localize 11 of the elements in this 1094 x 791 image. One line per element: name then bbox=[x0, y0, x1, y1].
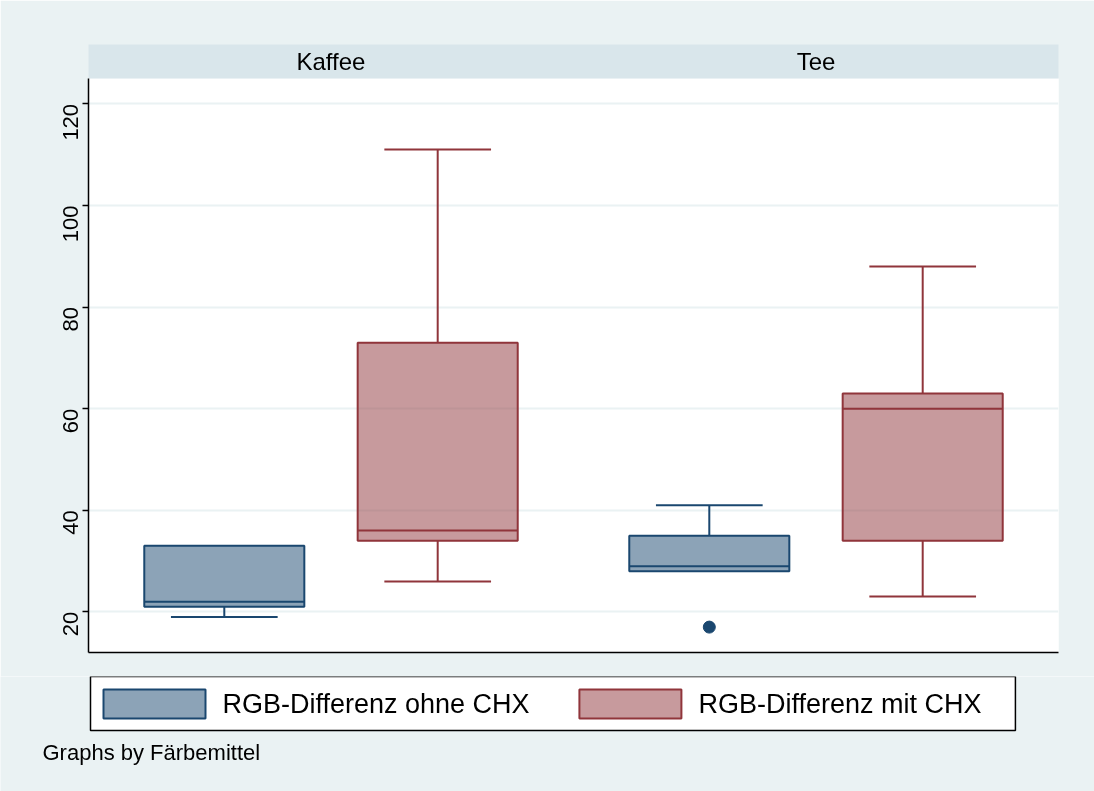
x-tick-label: Tee bbox=[796, 47, 836, 75]
y-tick-label: 60 bbox=[58, 408, 83, 434]
y-tick-label: 40 bbox=[58, 510, 83, 535]
x-tick-label: Kaffee bbox=[296, 47, 366, 75]
text: Graphs by Färbemittel bbox=[42, 740, 261, 765]
y-tick-label: 20 bbox=[58, 611, 83, 637]
legend-label: RGB-Differenz ohne CHX bbox=[222, 689, 530, 719]
y-tick-label: 100 bbox=[58, 205, 83, 243]
y-tick-label: 120 bbox=[58, 103, 83, 141]
y-tick-label: 80 bbox=[58, 307, 83, 332]
legend-label: RGB-Differenz mit CHX bbox=[698, 689, 982, 719]
